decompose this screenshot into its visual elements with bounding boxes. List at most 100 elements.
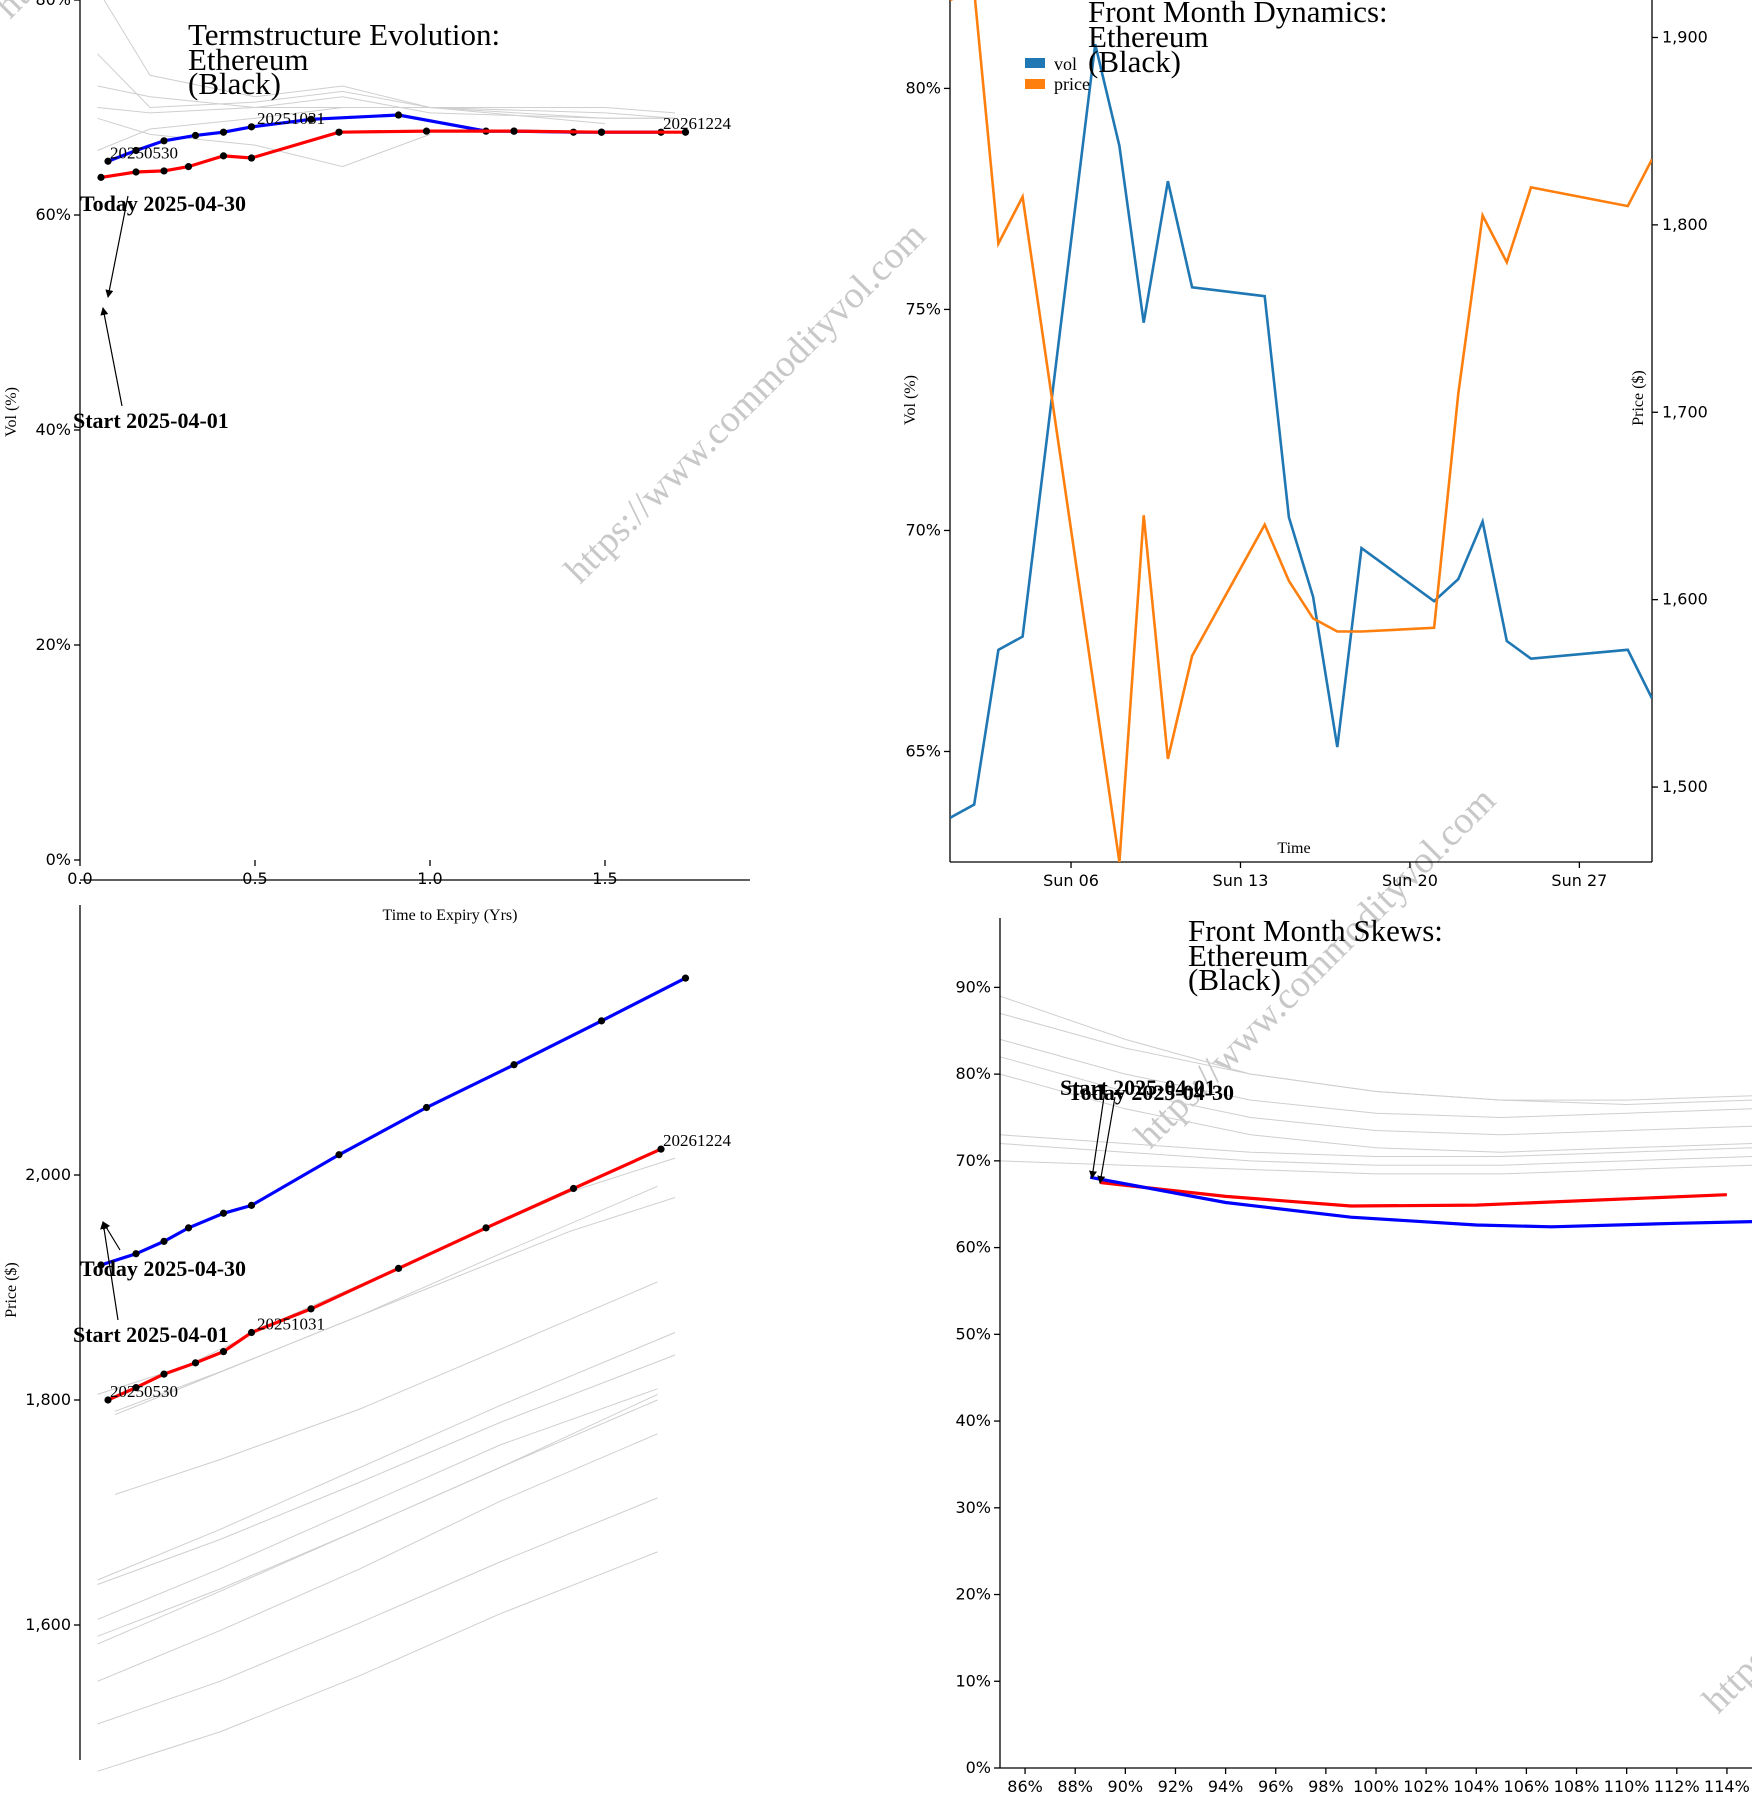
annotation-start: Start 2025-04-01	[1060, 1075, 1216, 1100]
series-line-today	[1089, 1175, 1752, 1229]
x-tick-label: 1.5	[592, 869, 617, 888]
y-axis-label-left: Vol (%)	[902, 375, 919, 425]
y-axis-label: Vol (%)	[3, 387, 20, 437]
x-tick-label: Sun 06	[1043, 871, 1099, 890]
annotation-today: Today 2025-04-30	[80, 191, 246, 216]
series-line-vol	[950, 43, 1652, 819]
x-tick-label: 1.0	[417, 869, 442, 888]
point-labels: 20250530 20251031 20261224	[110, 109, 732, 162]
history-curve	[999, 1038, 1752, 1119]
x-tick-label: Sun 13	[1213, 871, 1269, 890]
y-tick-label: 75%	[905, 299, 941, 318]
chart-title-line: (Black)	[188, 66, 281, 101]
data-point	[132, 1250, 140, 1258]
annotation-today: Today 2025-04-30	[1068, 1080, 1234, 1105]
history-curve	[114, 1281, 658, 1495]
series-line-start	[1100, 1180, 1727, 1208]
history-curve	[97, 117, 431, 168]
data-point	[510, 1061, 518, 1069]
legend-label: vol	[1054, 54, 1077, 74]
data-point	[191, 1359, 200, 1367]
y-tick-label: 40%	[955, 1411, 991, 1430]
expiry-label: 20250530	[110, 1382, 178, 1401]
x-tick-label: 112%	[1654, 1777, 1700, 1793]
x-tick-label: 114%	[1704, 1777, 1750, 1793]
history-lines	[97, 1157, 676, 1772]
history-curve	[97, 1433, 658, 1682]
y-tick-label: 0%	[46, 850, 71, 869]
history-curve	[97, 1354, 676, 1585]
data-point	[160, 137, 168, 145]
y-tick-label: 60%	[35, 205, 71, 224]
y2-tick-label: 1,800	[1662, 215, 1708, 234]
chart-title-line: Ethereum	[1088, 19, 1209, 54]
y-ticks: 0% 20% 40% 60% 80%	[35, 0, 80, 869]
data-point	[681, 974, 690, 982]
data-point	[132, 1384, 140, 1392]
y-tick-label: 20%	[35, 635, 71, 654]
y-ticks: 1,600 1,800 2,000	[25, 1165, 80, 1634]
history-curve	[999, 1143, 1752, 1166]
data-point	[510, 127, 518, 135]
data-point	[335, 128, 343, 136]
annotation-arrow	[1097, 1096, 1116, 1184]
data-point	[482, 1224, 490, 1232]
history-curve	[97, 107, 676, 151]
watermark-text: https://www.commodityvol.com	[1695, 1344, 1752, 1721]
y2-tick-label: 1,700	[1662, 402, 1708, 421]
y-tick-label: 70%	[955, 1151, 991, 1170]
termstructure-vol-chart: 0% 20% 40% 60% 80% 0.0 0.5 1.0 1.5 Termstructur…	[3, 0, 750, 924]
x-ticks: 86% 88% 90% 92% 94% 96% 98% 100% 102% 104% 106% 108…	[1007, 1768, 1750, 1793]
data-point	[569, 1184, 578, 1193]
y-tick-label: 80%	[955, 1064, 991, 1083]
y2-tick-label: 1,600	[1662, 590, 1708, 609]
right-y-ticks: 1,500 1,600 1,700 1,800 1,900	[1652, 27, 1708, 796]
watermark-text: https://www.commodityvol.com	[557, 214, 934, 591]
x-tick-label: 110%	[1604, 1777, 1650, 1793]
legend-swatch-vol	[1025, 58, 1045, 68]
y-tick-label: 60%	[955, 1238, 991, 1257]
y-tick-label: 1,800	[25, 1390, 71, 1409]
series-line-price	[950, 0, 1652, 862]
data-point	[422, 1103, 431, 1112]
y-tick-label: 1,600	[25, 1615, 71, 1634]
data-point	[191, 131, 200, 140]
y-ticks: 0% 10% 20% 30% 40% 50% 60% 70% 80% 90%	[955, 977, 1000, 1777]
history-curve	[97, 1399, 658, 1637]
data-point	[681, 128, 690, 136]
y2-tick-label: 1,900	[1662, 27, 1708, 46]
data-point	[104, 1396, 112, 1404]
annotation-today: Today 2025-04-30	[80, 1256, 246, 1281]
front-month-dynamics-chart: 65% 70% 75% 80% 1,500 1,600 1,700 1,800 1,900 S…	[902, 0, 1708, 890]
history-curve	[999, 1056, 1752, 1136]
history-lines	[97, 0, 676, 168]
history-curve	[103, 0, 676, 114]
data-point	[219, 128, 228, 136]
data-point	[219, 152, 228, 160]
data-point	[219, 1348, 228, 1356]
y-tick-label: 40%	[35, 420, 71, 439]
data-point	[160, 167, 168, 175]
watermark-group: https://www.commodityvol.com https://www…	[0, 0, 1752, 1721]
y-tick-label: 2,000	[25, 1165, 71, 1184]
data-point	[247, 1201, 256, 1209]
chart-title-line: Termstructure Evolution:	[188, 17, 500, 52]
left-y-ticks: 65% 70% 75% 80%	[905, 78, 950, 760]
data-point	[132, 146, 140, 155]
y-tick-label: 90%	[955, 977, 991, 996]
point-labels: 20250530 20251031 20261224	[110, 1131, 732, 1401]
series-lines	[97, 111, 690, 181]
x-tick-label: 90%	[1108, 1777, 1144, 1793]
chart-title-line: Front Month Skews:	[1188, 913, 1443, 948]
y-tick-label: 80%	[905, 78, 941, 97]
history-curve	[999, 1073, 1752, 1153]
data-point	[247, 154, 256, 162]
x-axis-label: Time	[1277, 840, 1310, 857]
history-curve	[999, 1160, 1752, 1175]
legend-label: price	[1054, 74, 1090, 94]
x-ticks: Sun 06 Sun 13 Sun 20 Sun 27	[1043, 862, 1607, 890]
data-point	[184, 1224, 193, 1232]
data-point	[307, 115, 315, 123]
history-curve	[999, 1012, 1752, 1101]
x-tick-label: 86%	[1007, 1777, 1043, 1793]
